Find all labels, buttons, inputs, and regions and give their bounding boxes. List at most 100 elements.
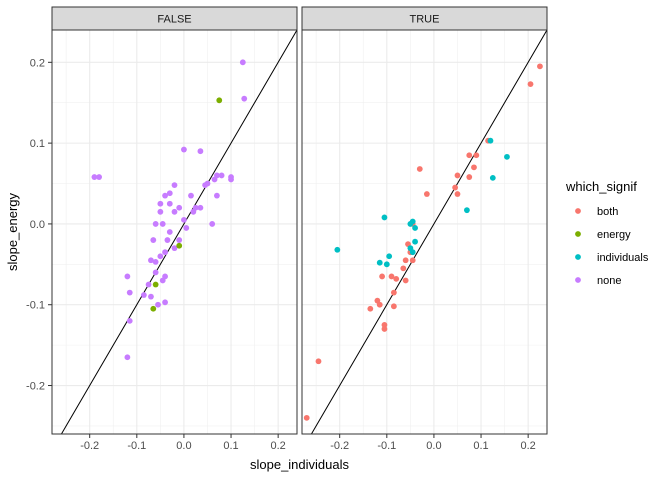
point-none	[176, 237, 183, 243]
point-individuals	[376, 259, 383, 266]
legend-item-individuals: individuals	[575, 252, 649, 264]
y-tick-label: 0.2	[30, 57, 45, 69]
y-tick-label: -0.1	[26, 300, 45, 312]
panel-false	[51, 29, 298, 435]
y-tick-label: 0.1	[30, 138, 45, 150]
point-none	[164, 237, 171, 243]
point-both	[423, 191, 430, 197]
point-both	[454, 191, 461, 197]
point-none	[241, 95, 248, 102]
y-axis: -0.2 -0.1 0.0 0.1 0.2	[26, 57, 52, 393]
point-none	[176, 204, 183, 211]
point-both	[376, 301, 383, 308]
reference-line-path	[60, 30, 297, 434]
point-none	[157, 200, 164, 207]
point-energy	[150, 305, 157, 312]
y-tick-label: -0.2	[26, 381, 45, 393]
point-none	[181, 146, 187, 153]
point-individuals	[334, 246, 341, 253]
legend-label: none	[597, 275, 621, 287]
point-none	[162, 192, 168, 199]
point-none	[145, 281, 152, 288]
x-tick-label: -0.1	[127, 440, 146, 452]
point-both	[381, 322, 388, 328]
point-none	[166, 200, 173, 207]
point-none	[211, 176, 218, 183]
point-none	[218, 172, 225, 179]
point-both	[452, 184, 459, 191]
facet-strip-false: FALSE	[51, 6, 298, 31]
data-points	[91, 59, 248, 361]
point-none	[126, 317, 133, 324]
point-both	[402, 277, 409, 284]
x-axis-false-panel: -0.2 -0.1 0.0 0.1 0.2	[80, 434, 286, 452]
point-energy	[216, 97, 223, 104]
point-both	[471, 164, 477, 171]
point-none	[197, 204, 204, 211]
point-both	[379, 273, 385, 280]
point-none	[155, 301, 161, 308]
point-both	[527, 81, 534, 88]
legend-key-both	[575, 208, 581, 214]
point-none	[214, 192, 220, 199]
point-both	[409, 257, 416, 264]
point-none	[152, 258, 159, 265]
legend-item-energy: energy	[575, 229, 631, 241]
point-none	[162, 249, 168, 256]
point-both	[315, 358, 322, 365]
point-both	[381, 326, 388, 332]
legend-label: individuals	[597, 252, 649, 264]
point-both	[400, 265, 407, 272]
point-none	[197, 148, 204, 155]
point-both	[466, 152, 473, 159]
point-individuals	[464, 207, 470, 214]
reference-line	[60, 30, 297, 434]
point-none	[159, 277, 166, 284]
point-energy	[176, 242, 183, 249]
grid-lines	[52, 30, 297, 434]
point-individuals	[386, 253, 393, 260]
point-none	[148, 293, 154, 300]
point-individuals	[412, 238, 418, 245]
point-both	[390, 289, 397, 296]
legend: which_signif both energy individuals none	[565, 179, 649, 287]
point-individuals	[504, 153, 510, 160]
x-tick-label: -0.2	[330, 440, 349, 452]
x-axis-true-panel: -0.2 -0.1 0.0 0.1 0.2	[330, 434, 536, 452]
facet-strip-true: TRUE	[301, 6, 548, 31]
point-none	[162, 299, 168, 306]
point-both	[454, 172, 461, 179]
point-none	[171, 245, 178, 252]
x-tick-label: 0.0	[176, 440, 191, 452]
point-both	[303, 414, 310, 421]
legend-item-both: both	[575, 206, 618, 218]
y-axis-title: slope_energy	[5, 192, 20, 271]
point-none	[239, 59, 246, 66]
point-none	[190, 208, 197, 215]
point-none	[181, 216, 187, 223]
point-both	[473, 152, 480, 159]
point-individuals	[383, 261, 390, 268]
legend-key-none	[575, 277, 581, 283]
point-none	[171, 182, 178, 189]
grid-lines	[302, 30, 547, 434]
facet-strip-label: FALSE	[157, 14, 191, 26]
facet-strip-label: TRUE	[410, 14, 440, 26]
point-both	[367, 305, 374, 312]
point-none	[140, 292, 147, 298]
point-individuals	[412, 225, 418, 231]
point-none	[166, 190, 173, 197]
point-both	[390, 303, 397, 310]
point-none	[150, 237, 157, 243]
point-none	[209, 221, 216, 227]
point-both	[402, 257, 409, 264]
x-axis-title: slope_individuals	[250, 457, 350, 472]
data-points	[303, 63, 543, 421]
point-both	[466, 174, 473, 180]
point-both	[393, 275, 400, 282]
point-both	[416, 166, 423, 172]
